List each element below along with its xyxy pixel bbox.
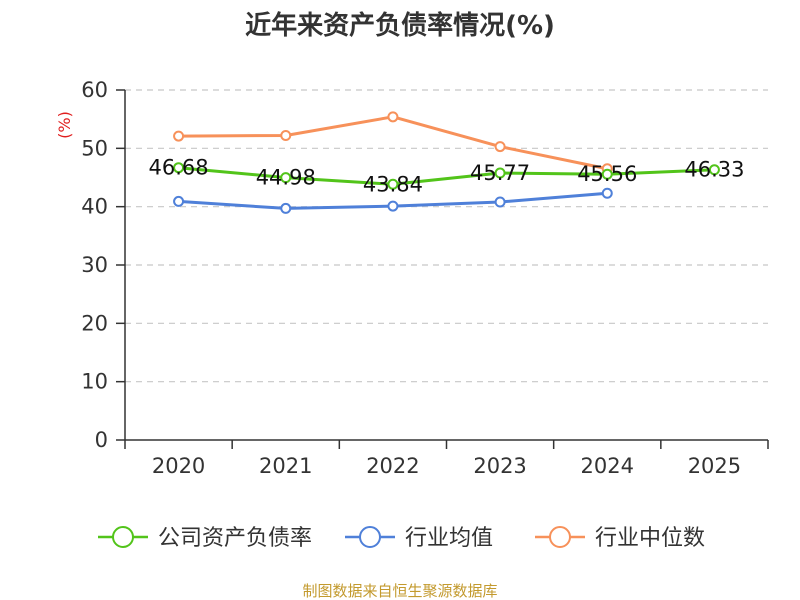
legend-marker-icon bbox=[359, 526, 381, 548]
data-point bbox=[494, 141, 506, 153]
y-tick-label: 60 bbox=[81, 78, 108, 102]
data-point bbox=[387, 178, 399, 190]
y-tick-label: 10 bbox=[81, 370, 108, 394]
data-point bbox=[280, 130, 292, 141]
y-axis: 0 10 20 30 40 50 60 bbox=[81, 78, 126, 452]
x-tick-label: 2023 bbox=[473, 454, 526, 478]
x-axis: 2020 2021 2022 2023 2024 2025 bbox=[124, 439, 769, 478]
legend-label: 行业均值 bbox=[405, 526, 493, 551]
data-point bbox=[494, 167, 506, 179]
data-point bbox=[708, 164, 720, 176]
legend-marker-icon bbox=[112, 526, 134, 548]
data-label: 45.77 bbox=[470, 161, 530, 185]
y-tick-label: 40 bbox=[81, 195, 108, 219]
data-point bbox=[601, 168, 613, 180]
legend-label: 行业中位数 bbox=[595, 526, 705, 551]
legend-item[interactable]: 行业中位数 bbox=[535, 526, 705, 551]
data-point bbox=[494, 196, 506, 208]
series-line bbox=[178, 166, 715, 186]
gridlines bbox=[125, 89, 768, 383]
series-lines bbox=[173, 111, 720, 214]
data-point bbox=[173, 162, 185, 174]
data-labels: 46.68 44.98 43.84 45.77 45.56 46.33 bbox=[149, 156, 745, 197]
legend-item[interactable]: 公司资产负债率 bbox=[98, 526, 312, 551]
x-tick-label: 2021 bbox=[259, 454, 312, 478]
y-tick-label: 30 bbox=[81, 253, 108, 277]
x-tick-label: 2025 bbox=[688, 454, 741, 478]
legend-marker-icon bbox=[549, 526, 571, 548]
data-label: 44.98 bbox=[256, 166, 316, 190]
data-point bbox=[280, 202, 292, 214]
y-tick-label: 20 bbox=[81, 311, 108, 335]
y-tick-label: 50 bbox=[81, 136, 108, 160]
data-label: 45.56 bbox=[577, 162, 637, 186]
x-tick-label: 2024 bbox=[581, 454, 634, 478]
chart-title: 近年来资产负债率情况(%) bbox=[245, 10, 555, 41]
data-label: 46.68 bbox=[149, 156, 209, 180]
data-point bbox=[173, 130, 185, 142]
legend[interactable]: 公司资产负债率 行业均值 行业中位数 bbox=[98, 526, 705, 551]
data-point bbox=[387, 111, 399, 123]
legend-label: 公司资产负债率 bbox=[158, 526, 312, 551]
data-point bbox=[173, 195, 185, 207]
data-point bbox=[280, 172, 292, 184]
source-note: 制图数据来自恒生聚源数据库 bbox=[302, 582, 497, 600]
x-tick-label: 2020 bbox=[152, 454, 205, 478]
legend-item[interactable]: 行业均值 bbox=[345, 526, 493, 551]
data-label: 43.84 bbox=[363, 172, 423, 196]
series-line bbox=[178, 115, 608, 171]
y-tick-label: 0 bbox=[95, 428, 108, 452]
y-axis-label: (%) bbox=[55, 111, 74, 139]
data-label: 46.33 bbox=[684, 158, 744, 182]
data-point bbox=[387, 200, 399, 212]
x-tick-label: 2022 bbox=[366, 454, 419, 478]
data-point bbox=[601, 187, 613, 199]
